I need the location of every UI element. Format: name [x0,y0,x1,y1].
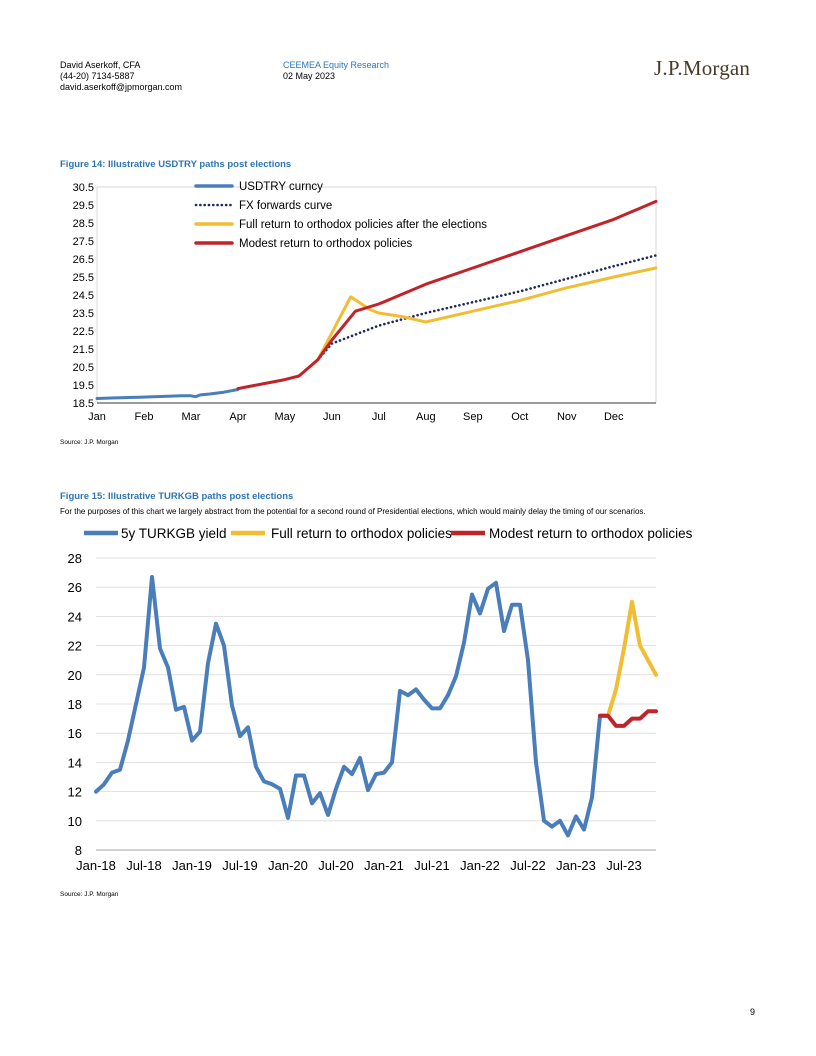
x-tick-label: Jan-18 [76,858,116,873]
x-tick-label: Mar [181,411,200,423]
x-tick-label: Jan [88,411,106,423]
x-tick-label: Jul-18 [126,858,161,873]
figure14-title: Figure 14: Illustrative USDTRY paths pos… [60,159,292,170]
y-tick-label: 23.5 [73,308,94,320]
x-tick-label: Jul [372,411,386,423]
y-tick-label: 27.5 [73,236,94,248]
x-tick-label: Feb [134,411,153,423]
y-tick-label: 28.5 [73,218,94,230]
y-tick-label: 18.5 [73,398,94,410]
author-phone: (44-20) 7134-5887 [60,71,135,81]
x-tick-label: Oct [511,411,528,423]
legend-label: Full return to orthodox policies after t… [239,219,487,231]
series-line-5y-turkgb-yield [94,575,610,838]
x-tick-label: Nov [557,411,577,423]
x-tick-label: Jan-21 [364,858,404,873]
y-tick-label: 26 [68,580,82,595]
author-block: David Aserkoff, CFA (44-20) 7134-5887 da… [60,60,182,93]
x-tick-label: Jul-21 [414,858,449,873]
x-tick-label: Jul-23 [606,858,641,873]
legend-label: Full return to orthodox policies [271,526,452,541]
x-tick-label: Jan-23 [556,858,596,873]
x-tick-label: Apr [229,411,246,423]
jpmorgan-logo: J.P.Morgan [654,56,751,80]
x-tick-label: Jan-19 [172,858,212,873]
y-tick-label: 19.5 [73,380,94,392]
figure15-source: Source: J.P. Morgan [60,891,119,898]
x-tick-label: Jul-22 [510,858,545,873]
x-tick-label: Jan-20 [268,858,308,873]
y-tick-label: 24.5 [73,290,94,302]
figure15-title: Figure 15: Illustrative TURKGB paths pos… [60,491,294,502]
x-tick-label: Dec [604,411,624,423]
x-tick-label: Aug [416,411,436,423]
y-tick-label: 22.5 [73,326,94,338]
y-tick-label: 30.5 [73,182,94,194]
y-tick-label: 20.5 [73,362,94,374]
y-tick-label: 20 [68,668,82,683]
x-tick-label: Jul-19 [222,858,257,873]
legend-label: FX forwards curve [239,200,332,212]
y-tick-label: 21.5 [73,344,94,356]
y-tick-label: 16 [68,726,82,741]
y-tick-label: 22 [68,639,82,654]
series-line-full-return-to-orthodox-policies-after-the-elections [297,266,658,378]
author-name: David Aserkoff, CFA [60,60,141,70]
department: CEEMEA Equity Research [283,60,390,70]
y-tick-label: 24 [68,609,82,624]
series-line-full-return-to-orthodox-policies [606,599,658,718]
report-meta: CEEMEA Equity Research 02 May 2023 [283,60,389,82]
y-tick-label: 28 [68,551,82,566]
legend-label: 5y TURKGB yield [121,526,227,541]
figure15-subtitle: For the purposes of this chart we largel… [60,507,646,516]
x-tick-label: May [275,411,296,423]
author-email[interactable]: david.aserkoff@jpmorgan.com [60,82,183,92]
y-tick-label: 14 [68,755,82,770]
y-tick-label: 29.5 [73,200,94,212]
figure14-source: Source: J.P. Morgan [60,439,119,446]
y-tick-label: 25.5 [73,272,94,284]
y-tick-label: 18 [68,697,82,712]
x-tick-label: Jul-20 [318,858,353,873]
x-tick-label: Jun [323,411,341,423]
legend-label: Modest return to orthodox policies [489,526,693,541]
y-tick-label: 8 [75,843,82,858]
legend-label: USDTRY curncy [239,181,323,193]
x-tick-label: Jan-22 [460,858,500,873]
series-line-usdtry-curncy [95,388,240,400]
series-line-fx-forwards-curve [316,254,658,362]
series-line-modest-return-to-orthodox-policies [236,199,658,391]
y-tick-label: 26.5 [73,254,94,266]
x-tick-label: Sep [463,411,483,423]
report-date: 02 May 2023 [283,71,336,81]
legend-label: Modest return to orthodox policies [239,238,412,250]
usdtry-chart: 30.5 29.5 28.5 27.5 26.5 25.5 24.5 23.5 22.5 21.5… [73,181,658,423]
y-tick-label: 12 [68,785,82,800]
page-number: 9 [750,1007,756,1017]
y-tick-label: 10 [68,814,82,829]
series-line-modest-return-to-orthodox-policies [598,709,658,728]
